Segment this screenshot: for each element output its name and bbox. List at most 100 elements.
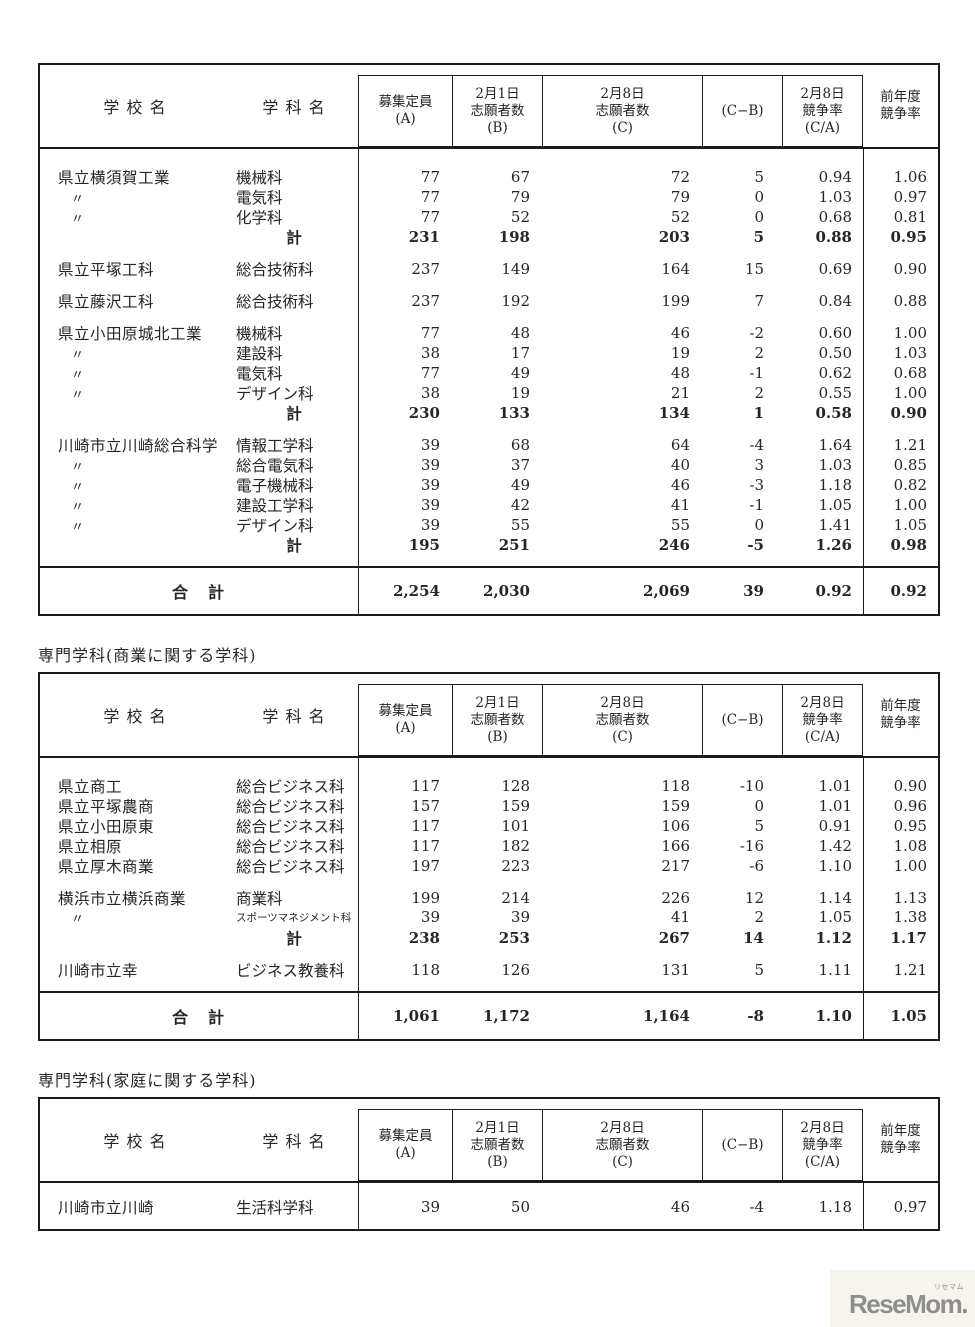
department-name: 総合ビジネス科 (236, 778, 345, 796)
feb1-applicants-cell: 49 (510, 476, 530, 494)
feb1-applicants-cell: 37 (510, 456, 530, 474)
table-header: 学 校 名学 科 名募集定員 (A) 2月1日 志願者数 (B) 2月8日 志願者数 (C)(… (40, 1099, 938, 1183)
prev-year-ratio-cell: 0.88 (893, 292, 927, 310)
prev-year-ratio-cell: 1.21 (893, 961, 927, 979)
feb8-ratio-cell: 1.05 (818, 496, 852, 514)
feb1-applicants-cell: 198 (498, 228, 530, 246)
department-name: 機械科 (236, 169, 283, 187)
feb1-applicants-cell: 192 (501, 292, 530, 310)
diff-cell: -8 (747, 1007, 764, 1025)
feb1-applicants-cell: 1,172 (483, 1007, 530, 1025)
diff-cell: -16 (739, 837, 764, 855)
column-header-boxes: 募集定員 (A) 2月1日 志願者数 (B) 2月8日 志願者数 (C) (C−B) 2月8日 競争… (358, 75, 863, 147)
feb8-ratio-cell: 1.18 (818, 1198, 852, 1216)
column-header-line: 競争率 (802, 1136, 843, 1153)
diff-cell: 5 (753, 228, 764, 246)
school-name: 〃 (71, 459, 85, 475)
column-header-box: 2月8日 志願者数 (C) (542, 685, 702, 755)
feb1-applicants-cell: 182 (501, 837, 530, 855)
column-header-box: 2月1日 志願者数 (B) (452, 685, 542, 755)
column-header-line: 志願者数 (470, 711, 525, 728)
table-row: 県立平塚工科 総合技術科 237 149 164 15 0.69 0.90 (40, 258, 938, 279)
column-header-prev: 前年度 競争率 (863, 674, 938, 756)
admissions-table-home-economics: 学 校 名学 科 名募集定員 (A) 2月1日 志願者数 (B) 2月8日 志願者数 (C)(… (38, 1097, 940, 1231)
subtotal-row: 計 195 251 246 -5 1.26 0.98 (40, 534, 938, 555)
school-name: 〃 (71, 519, 85, 535)
feb8-applicants-cell: 64 (670, 436, 690, 454)
feb1-applicants-cell: 52 (510, 208, 530, 226)
capacity-cell: 77 (420, 208, 440, 226)
school-name: 県立横須賀工業 (58, 169, 171, 187)
feb8-applicants-cell: 217 (661, 857, 690, 875)
feb8-applicants-cell: 131 (661, 961, 690, 979)
table-header: 学 校 名学 科 名募集定員 (A) 2月1日 志願者数 (B) 2月8日 志願者数 (C)(… (40, 674, 938, 758)
capacity-cell: 117 (411, 817, 440, 835)
table-row: 県立小田原城北工業 機械科 77 48 46 -2 0.60 1.00 (40, 322, 938, 343)
school-name: 川崎市立幸 (58, 962, 139, 980)
feb1-applicants-cell: 101 (501, 817, 530, 835)
feb8-ratio-cell: 0.60 (818, 324, 852, 342)
column-header-line: (A) (395, 720, 416, 736)
feb8-applicants-cell: 52 (670, 208, 690, 226)
capacity-cell: 118 (411, 961, 440, 979)
diff-cell: 15 (744, 260, 764, 278)
feb8-ratio-cell: 1.12 (815, 929, 852, 947)
feb8-applicants-cell: 2,069 (643, 582, 690, 600)
school-group: 県立商工 総合ビジネス科 117 128 118 -10 1.01 0.90 県立平塚農商 総合ビ… (40, 775, 938, 876)
diff-cell: 2 (754, 908, 764, 926)
department-name: 計 (286, 929, 302, 948)
feb1-applicants-cell: 128 (501, 777, 530, 795)
diff-cell: 0 (754, 516, 764, 534)
department-name: 電気科 (236, 189, 283, 207)
column-header-box: 2月1日 志願者数 (B) (452, 1110, 542, 1180)
diff-cell: -2 (749, 324, 764, 342)
school-name: 〃 (71, 347, 85, 363)
capacity-cell: 117 (411, 837, 440, 855)
feb1-applicants-cell: 133 (498, 404, 530, 422)
table-row: 〃 デザイン科 38 19 21 2 0.55 1.00 (40, 382, 938, 403)
table-vline-capacity (358, 756, 359, 1039)
prev-year-ratio-cell: 0.85 (893, 456, 927, 474)
feb1-applicants-cell: 48 (510, 324, 530, 342)
logo-wordmark: ReseMom. (848, 1289, 969, 1319)
feb1-applicants-cell: 42 (510, 496, 530, 514)
capacity-cell: 230 (408, 404, 440, 422)
column-header-box: (C−B) (702, 76, 782, 146)
column-header-box: 2月8日 競争率 (C/A) (782, 685, 862, 755)
diff-cell: 39 (743, 582, 764, 600)
section-title-home-economics: 専門学科(家庭に関する学科) (38, 1071, 257, 1090)
column-header-line: (C/A) (804, 119, 841, 136)
feb8-applicants-cell: 40 (670, 456, 690, 474)
column-header-school: 学 校 名 (103, 98, 167, 117)
column-header-line: 志願者数 (595, 102, 650, 119)
department-name: 総合ビジネス科 (236, 858, 345, 876)
feb8-ratio-cell: 1.03 (818, 456, 852, 474)
column-header-box: (C−B) (702, 1110, 782, 1180)
table-header: 学 校 名学 科 名募集定員 (A) 2月1日 志願者数 (B) 2月8日 志願者数 (C)(… (40, 65, 938, 149)
capacity-cell: 117 (411, 777, 440, 795)
feb8-ratio-cell: 0.55 (818, 384, 852, 402)
column-header-line: (B) (487, 1153, 508, 1170)
feb1-applicants-cell: 79 (510, 188, 530, 206)
subtotal-row: 計 231 198 203 5 0.88 0.95 (40, 226, 938, 247)
capacity-cell: 77 (420, 364, 440, 382)
diff-cell: -3 (749, 476, 764, 494)
school-group: 川崎市立幸 ビジネス教養科 118 126 131 5 1.11 1.21 (40, 959, 938, 980)
column-header-line: 競争率 (880, 715, 921, 731)
logo-ruby-text: リセマム (934, 1284, 964, 1291)
feb8-applicants-cell: 166 (661, 837, 690, 855)
feb1-applicants-cell: 39 (510, 908, 530, 926)
school-name: 県立小田原東 (58, 818, 155, 836)
prev-year-ratio-cell: 1.05 (890, 1007, 927, 1025)
feb8-applicants-cell: 246 (658, 536, 690, 554)
grand-total-row: 合 計 1,061 1,172 1,164 -8 1.10 1.05 (40, 991, 938, 1039)
column-header-line: (C) (612, 1153, 633, 1170)
department-name: 商業科 (236, 890, 283, 908)
capacity-cell: 199 (411, 889, 440, 907)
prev-year-ratio-cell: 1.38 (893, 908, 927, 926)
table-vline-prev (863, 147, 864, 614)
prev-year-ratio-cell: 0.82 (893, 476, 927, 494)
column-header-line: 競争率 (880, 1140, 921, 1156)
feb8-ratio-cell: 1.10 (815, 1007, 852, 1025)
feb8-ratio-cell: 0.58 (815, 404, 852, 422)
